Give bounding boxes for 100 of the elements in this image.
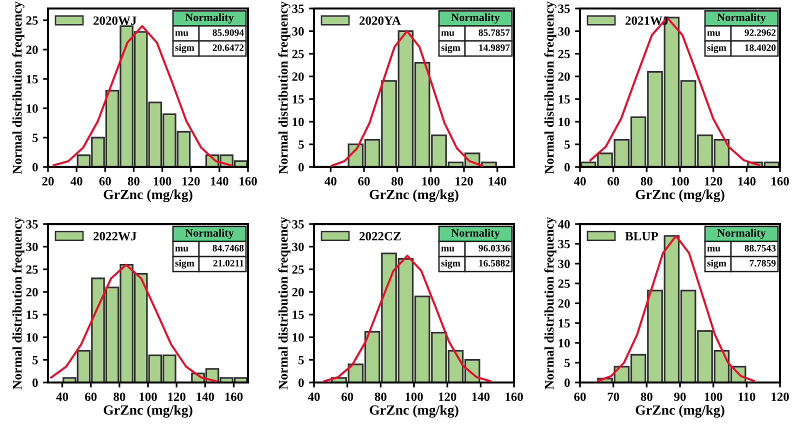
annotation: 85.7857 [478, 29, 510, 36]
x-tick-label: 80 [392, 177, 404, 186]
y-tick-label: 25 [292, 265, 304, 274]
y-tick-label: 10 [292, 118, 304, 126]
y-tick-label: 20 [292, 288, 304, 296]
y-axis-title: Normal distribution frequency [278, 1, 290, 174]
x-tick-label: 100 [406, 392, 423, 402]
x-tick-label: 80 [128, 177, 140, 186]
annotation: mu [707, 246, 720, 252]
annotation: Normality [717, 13, 766, 24]
y-tick-label: 5 [298, 356, 304, 364]
y-tick-label: 5 [298, 140, 304, 149]
annotation: 7.7859 [750, 260, 776, 267]
annotation: 18.4020 [745, 44, 776, 51]
x-tick-label: 110 [738, 392, 756, 402]
annotation: mu [441, 31, 454, 36]
y-tick-label: 5 [564, 140, 570, 149]
y-tick-label: 0 [32, 378, 38, 387]
x-tick-label: 80 [114, 392, 126, 402]
x-axis-title: GrZnc (mg/kg) [104, 189, 192, 202]
x-tick-label: 140 [211, 177, 228, 186]
x-tick-label: 60 [574, 392, 586, 402]
y-tick-label: 10 [26, 333, 38, 342]
y-tick-label: 35 [292, 220, 304, 228]
x-tick-label: 60 [608, 177, 620, 186]
y-tick-label: 20 [558, 72, 570, 81]
annotation: Normality [451, 228, 500, 239]
y-tick-label: 0 [564, 163, 570, 172]
y-tick-label: 15 [26, 310, 38, 320]
annotation: sigm [441, 44, 460, 53]
annotation: Normality [451, 13, 500, 24]
x-tick-label: 140 [196, 392, 214, 402]
y-tick-label: 20 [292, 72, 304, 81]
x-tick-label: 120 [772, 392, 789, 402]
x-tick-label: 160 [225, 392, 243, 402]
x-tick-label: 60 [342, 392, 354, 402]
annotation: mu [175, 246, 188, 252]
y-axis-title: Normal distribution frequency [278, 217, 290, 390]
annotation: 96.0336 [478, 244, 510, 252]
y-tick-label: 5 [32, 356, 38, 364]
annotation: sigm [707, 44, 726, 53]
y-tick-label: 15 [292, 95, 304, 104]
annotation: 16.5882 [479, 260, 510, 267]
y-tick-label: 10 [292, 333, 304, 342]
x-tick-label: 40 [70, 177, 82, 186]
x-tick-label: 60 [99, 177, 111, 186]
x-tick-label: 160 [506, 392, 523, 402]
x-axis-title: GrZnc (mg/kg) [370, 404, 458, 418]
annotation: 14.9897 [479, 44, 510, 51]
y-tick-label: 25 [558, 280, 570, 288]
annotation: sigm [175, 44, 194, 53]
y-tick-label: 20 [558, 299, 570, 308]
y-tick-label: 35 [558, 240, 570, 248]
x-tick-label: 40 [308, 392, 320, 402]
y-tick-label: 25 [292, 50, 304, 58]
annotation: 20.6472 [212, 44, 244, 51]
x-tick-label: 100 [422, 177, 440, 186]
y-tick-label: 15 [292, 310, 304, 320]
x-tick-label: 120 [182, 177, 200, 186]
x-tick-label: 40 [324, 177, 336, 186]
x-tick-label: 80 [640, 392, 652, 402]
x-tick-label: 80 [640, 177, 652, 186]
x-tick-label: 100 [672, 177, 689, 186]
annotation: 88.7543 [744, 244, 776, 252]
annotation: 84.7468 [212, 244, 244, 252]
y-tick-label: 30 [292, 242, 304, 252]
annotation: 21.0211 [213, 260, 244, 267]
x-axis-title: GrZnc (mg/kg) [104, 404, 192, 418]
y-tick-label: 25 [558, 50, 570, 58]
legend-label: 2020YA [360, 16, 401, 25]
x-tick-label: 160 [240, 177, 257, 186]
legend-label: 2022CZ [360, 232, 401, 240]
y-tick-label: 30 [558, 27, 570, 36]
y-tick-label: 10 [558, 118, 570, 126]
x-tick-label: 70 [608, 392, 620, 402]
annotation: mu [707, 31, 720, 36]
y-axis-title: Normal distribution frequency [544, 217, 556, 390]
annotation: Normality [185, 228, 234, 239]
y-tick-label: 30 [292, 27, 304, 36]
y-tick-label: 5 [32, 134, 38, 142]
x-axis-title: GrZnc (mg/kg) [636, 189, 724, 202]
x-tick-label: 140 [488, 177, 506, 186]
annotation: sigm [707, 260, 726, 268]
annotation: mu [175, 31, 188, 36]
y-tick-label: 25 [26, 265, 38, 274]
annotation: 92.2962 [744, 29, 776, 36]
y-tick-label: 15 [558, 95, 570, 104]
y-tick-label: 0 [564, 378, 570, 387]
annotation: mu [441, 246, 454, 252]
x-tick-label: 20 [42, 177, 54, 186]
y-tick-label: 25 [26, 16, 38, 25]
y-tick-label: 0 [298, 163, 304, 172]
annotation: sigm [175, 260, 194, 268]
x-tick-label: 90 [674, 392, 686, 402]
x-tick-label: 120 [456, 177, 473, 186]
legend-label: BLUP [625, 232, 658, 240]
x-axis-title: GrZnc (mg/kg) [370, 189, 458, 202]
y-axis-title: Normal distribution frequency [12, 1, 24, 174]
x-tick-label: 60 [358, 177, 370, 186]
y-tick-label: 0 [298, 378, 304, 387]
